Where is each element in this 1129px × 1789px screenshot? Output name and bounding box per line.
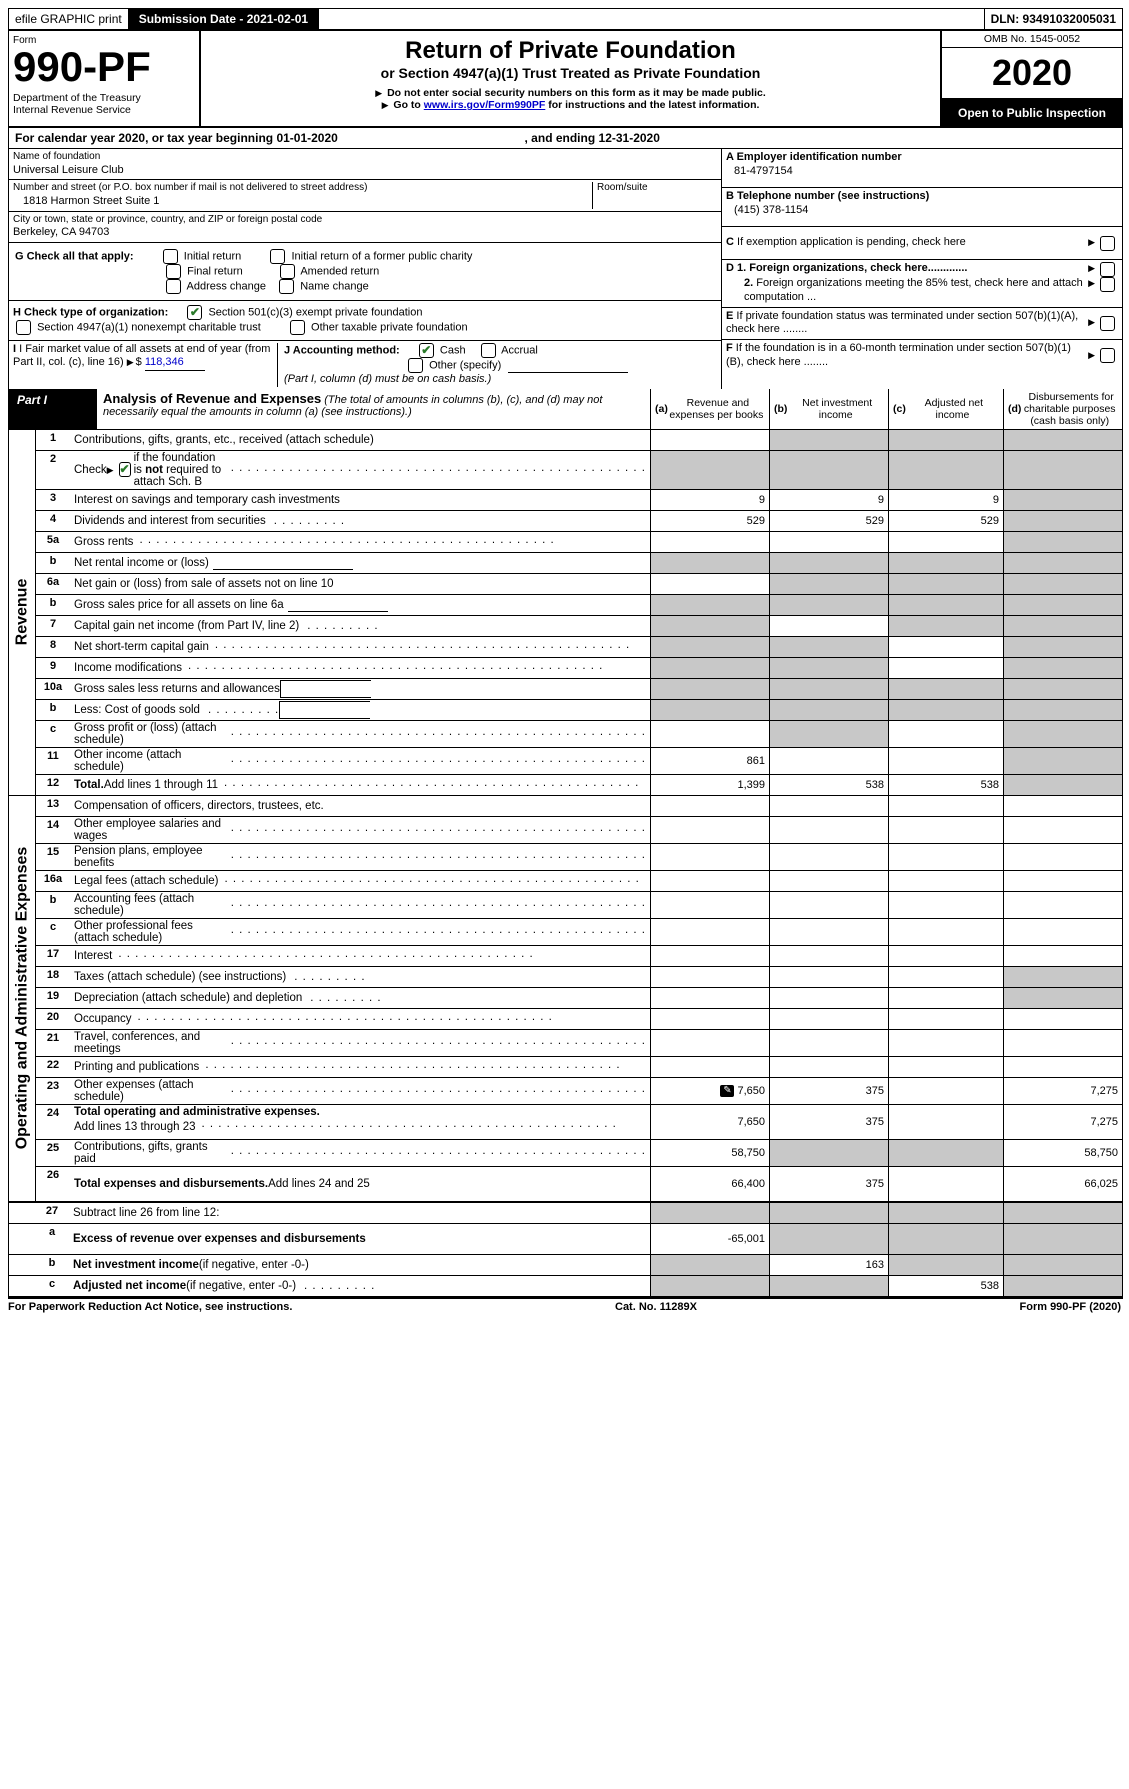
header-right: OMB No. 1545-0052 2020 Open to Public In… [940,31,1122,126]
exempt-pending-checkbox[interactable] [1100,236,1115,251]
info-section: Name of foundation Universal Leisure Clu… [9,149,1122,389]
name-change-checkbox[interactable] [279,279,294,294]
other-method-checkbox[interactable] [408,358,423,373]
expenses-side-label: Operating and Administrative Expenses [9,796,36,1201]
calendar-year-row: For calendar year 2020, or tax year begi… [9,128,1122,149]
4947-checkbox[interactable] [16,320,31,335]
other-taxable-checkbox[interactable] [290,320,305,335]
info-right: A Employer identification number 81-4797… [721,149,1122,389]
irs-label: Internal Revenue Service [13,104,195,116]
ein-cell: A Employer identification number 81-4797… [722,149,1122,188]
form-title: Return of Private Foundation [221,37,920,65]
info-left: Name of foundation Universal Leisure Clu… [9,149,721,389]
form-link[interactable]: www.irs.gov/Form990PF [424,99,546,111]
initial-return-checkbox[interactable] [163,249,178,264]
form-ref: Form 990-PF (2020) [1020,1301,1122,1313]
header-left: Form 990-PF Department of the Treasury I… [9,31,201,126]
cat-no: Cat. No. 11289X [615,1301,697,1313]
initial-former-checkbox[interactable] [270,249,285,264]
spacer [319,9,984,29]
attach-icon[interactable]: ✎ [720,1085,734,1097]
header-top-bar: efile GRAPHIC print Submission Date - 20… [9,9,1122,31]
warn1: Do not enter social security numbers on … [221,87,920,99]
header-main: Form 990-PF Department of the Treasury I… [9,31,1122,128]
form-container: efile GRAPHIC print Submission Date - 20… [8,8,1123,1299]
address-change-checkbox[interactable] [166,279,181,294]
line2-checkbox[interactable] [119,462,131,477]
foreign-org-checkbox[interactable] [1100,262,1115,277]
omb-label: OMB No. 1545-0052 [942,31,1122,48]
tax-year: 2020 [942,48,1122,100]
open-public: Open to Public Inspection [942,100,1122,126]
col-d-hdr: (d) Disbursements for charitable purpose… [1003,389,1122,429]
efile-label: efile GRAPHIC print [9,9,129,29]
cash-checkbox[interactable] [419,343,434,358]
revenue-side-label: Revenue [9,430,36,795]
header-center: Return of Private Foundation or Section … [201,31,940,126]
address-cell: Number and street (or P.O. box number if… [9,180,721,211]
foundation-name-cell: Name of foundation Universal Leisure Clu… [9,149,721,180]
submission-date: Submission Date - 2021-02-01 [129,9,319,29]
col-a-hdr: (a) Revenue and expenses per books [650,389,769,429]
revenue-section: Revenue 1Contributions, gifts, grants, e… [9,430,1122,796]
line27-section: 27Subtract line 26 from line 12: aExcess… [9,1203,1122,1298]
fmv-value: 118,346 [145,356,205,371]
accrual-checkbox[interactable] [481,343,496,358]
section-i-j: I I Fair market value of all assets at e… [9,341,721,389]
terminated-checkbox[interactable] [1100,316,1115,331]
amended-return-checkbox[interactable] [280,264,295,279]
expenses-section: Operating and Administrative Expenses 13… [9,796,1122,1203]
warn2: Go to www.irs.gov/Form990PF for instruct… [221,99,920,111]
paperwork-notice: For Paperwork Reduction Act Notice, see … [8,1301,292,1313]
part1-header-row: Part I Analysis of Revenue and Expenses … [9,389,1122,430]
section-f: F If the foundation is in a 60-month ter… [722,340,1122,372]
section-e: E If private foundation status was termi… [722,308,1122,341]
section-d: D 1. Foreign organizations, check here..… [722,260,1122,308]
line23-a: ✎ 7,650 [650,1078,769,1104]
part1-badge: Part I [9,389,97,429]
part1-desc: Analysis of Revenue and Expenses (The to… [97,389,650,429]
60month-checkbox[interactable] [1100,348,1115,363]
col-c-hdr: (c) Adjusted net income [888,389,1003,429]
section-g: G Check all that apply: Initial return I… [9,243,721,301]
phone-cell: B Telephone number (see instructions) (4… [722,188,1122,227]
section-c: C C If exemption application is pending,… [722,227,1122,260]
dln: DLN: 93491032005031 [985,9,1122,29]
footer: For Paperwork Reduction Act Notice, see … [8,1299,1121,1315]
section-h: H Check type of organization: Section 50… [9,301,721,340]
form-number: 990-PF [13,46,195,88]
form-subtitle: or Section 4947(a)(1) Trust Treated as P… [221,65,920,81]
dept-label: Department of the Treasury [13,92,195,104]
city-cell: City or town, state or province, country… [9,212,721,243]
final-return-checkbox[interactable] [166,264,181,279]
col-b-hdr: (b) Net investment income [769,389,888,429]
501c3-checkbox[interactable] [187,305,202,320]
foreign-85-checkbox[interactable] [1100,277,1115,292]
